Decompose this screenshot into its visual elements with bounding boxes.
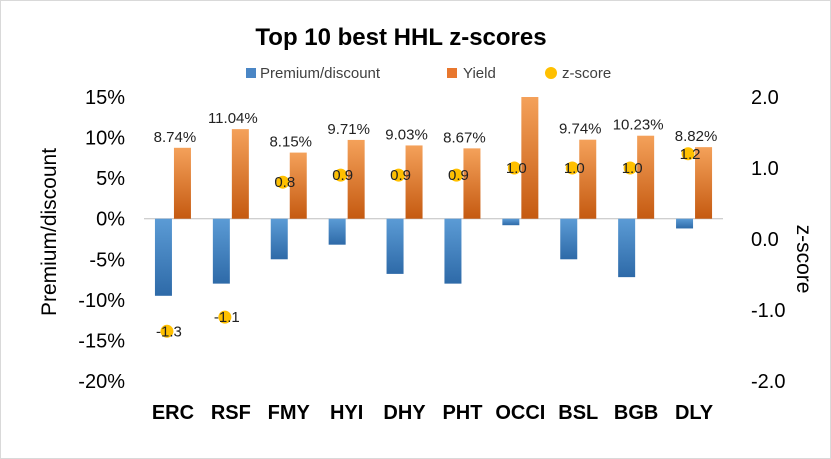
premium-bar: [560, 218, 578, 260]
y-axis-ticks: 15% 10% 5% 0% -5% -10% -15% -20%: [78, 87, 125, 393]
x-axis-categories: ERC RSF FMY HYI DHY PHT OCCI BSL BGB DLY: [152, 402, 714, 424]
y2-tick-label: 1.0: [751, 158, 779, 180]
x-category-label: RSF: [211, 402, 251, 424]
zscore-point: [276, 175, 290, 189]
premium-bar: [270, 218, 288, 260]
premium-bar: [328, 218, 346, 245]
x-category-label: BGB: [614, 402, 658, 424]
yield-data-label: 9.74%: [559, 121, 602, 138]
y-tick-label: -15%: [78, 330, 125, 352]
y2-tick-label: -1.0: [751, 300, 785, 322]
zscore-points-group: -1.3 -1.1 0.8 0.9 0.9 0.9 1.0 1.0 1.0 1.2: [156, 146, 700, 340]
premium-bar: [212, 218, 230, 284]
yield-data-label: 9.71%: [327, 121, 370, 138]
legend-swatch-premium: [246, 68, 256, 78]
yield-bar: [463, 148, 481, 219]
yield-data-label: 8.67%: [443, 129, 486, 146]
legend-swatch-yield: [447, 68, 457, 78]
y-tick-label: 5%: [96, 168, 125, 190]
zscore-point: [218, 310, 232, 324]
zscore-point: [392, 168, 406, 182]
y-tick-label: -5%: [89, 249, 125, 271]
yield-bar: [695, 147, 713, 219]
y2-tick-label: 0.0: [751, 229, 779, 251]
premium-bar: [154, 218, 172, 296]
yield-bar: [521, 97, 539, 219]
bars-group: 8.74% 11.04% 8.15% 9.71% 9.03% 8.67% 9.74% 10.2…: [154, 97, 718, 296]
premium-bar: [618, 218, 636, 278]
y2-axis-ticks: 2.0 1.0 0.0 -1.0 -2.0: [751, 87, 785, 393]
y-tick-label: 0%: [96, 209, 125, 231]
legend-swatch-zscore: [545, 67, 557, 79]
yield-data-label: 9.03%: [385, 126, 428, 143]
zscore-point: [334, 168, 348, 182]
y2-tick-label: -2.0: [751, 371, 785, 393]
zscore-data-label: 0.9: [390, 167, 411, 184]
zscore-point: [449, 168, 463, 182]
x-category-label: FMY: [268, 402, 311, 424]
yield-data-label: 10.23%: [613, 117, 664, 134]
zscore-data-label: -1.3: [156, 323, 182, 340]
yield-bar: [173, 147, 191, 219]
premium-bar: [676, 218, 694, 229]
zscore-point: [623, 161, 637, 175]
yield-bar: [405, 145, 423, 219]
x-category-label: DHY: [383, 402, 426, 424]
y-tick-label: 15%: [85, 87, 125, 109]
y-axis-title: Premium/discount: [38, 148, 61, 316]
yield-bar: [579, 139, 597, 219]
zscore-data-label: 1.0: [622, 160, 643, 177]
zscore-data-label: 0.9: [332, 167, 353, 184]
legend-label-yield: Yield: [463, 65, 496, 82]
yield-bar: [637, 135, 655, 219]
y-tick-label: -10%: [78, 290, 125, 312]
legend-label-premium: Premium/discount: [260, 65, 381, 82]
premium-bar: [502, 218, 520, 226]
zscore-data-label: 0.9: [448, 167, 469, 184]
zscore-data-label: 1.2: [680, 146, 701, 163]
x-category-label: OCCI: [495, 402, 545, 424]
yield-data-label: 8.82%: [675, 128, 718, 145]
x-category-label: BSL: [558, 402, 598, 424]
zscore-point: [681, 147, 695, 161]
yield-bar: [347, 139, 365, 219]
x-category-label: ERC: [152, 402, 194, 424]
premium-bar: [386, 218, 404, 274]
zscore-data-label: 1.0: [564, 160, 585, 177]
legend-label-zscore: z-score: [562, 65, 611, 82]
y2-axis-title: z-score: [792, 225, 815, 294]
yield-bar: [231, 129, 249, 219]
zscore-point: [565, 161, 579, 175]
zscore-data-label: 1.0: [506, 160, 527, 177]
premium-bar: [444, 218, 462, 284]
x-category-label: PHT: [442, 402, 482, 424]
yield-bar: [289, 152, 307, 219]
zscore-data-label: -1.1: [214, 309, 240, 326]
chart-title: Top 10 best HHL z-scores: [255, 24, 546, 51]
yield-data-label: 11.04%: [208, 110, 258, 127]
y-tick-label: 10%: [85, 128, 125, 150]
y2-tick-label: 2.0: [751, 87, 779, 109]
yield-data-label: 8.15%: [269, 134, 312, 151]
zscore-point: [160, 324, 174, 338]
zscore-data-label: 0.8: [274, 174, 295, 191]
x-category-label: HYI: [330, 402, 363, 424]
zscore-point: [507, 161, 521, 175]
x-category-label: DLY: [675, 402, 714, 424]
legend: Premium/discount Yield z-score: [246, 65, 611, 82]
yield-data-label: 8.74%: [154, 129, 197, 146]
y-tick-label: -20%: [78, 371, 125, 393]
